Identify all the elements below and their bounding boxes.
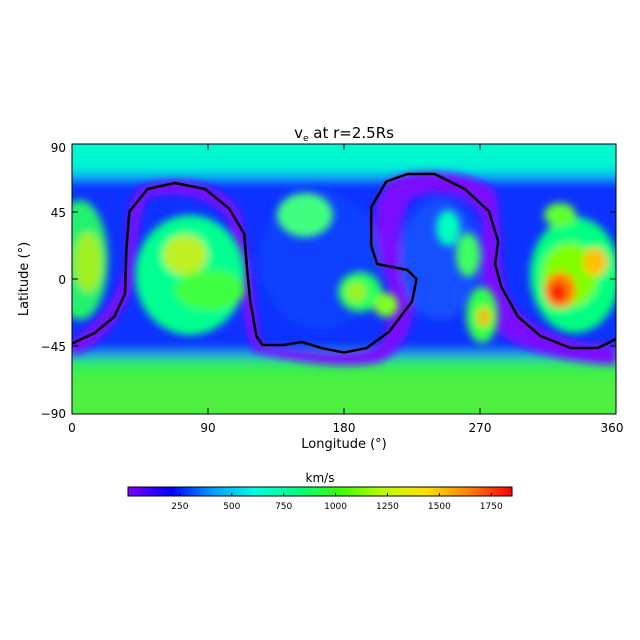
x-axis-label: Longitude (°): [301, 437, 386, 452]
x-tick-label: 180: [333, 421, 356, 435]
title-rest: at r=2.5Rs: [309, 124, 395, 142]
colorbar-tick-label: 1250: [376, 502, 399, 512]
tick-marks: [72, 144, 616, 414]
y-axis-label: Latitude (°): [17, 242, 32, 316]
y-tick-label: 0: [58, 273, 66, 287]
heatmap: [72, 144, 616, 414]
chart-title: ve at r=2.5Rs: [294, 124, 394, 144]
colorbar-label: km/s: [306, 471, 335, 485]
title-main: v: [294, 124, 303, 142]
colorbar-tick-label: 1750: [480, 502, 503, 512]
title-subscript: e: [303, 134, 309, 144]
colorbar-tick-label: 1000: [324, 502, 347, 512]
colorbar-ticks: 250 500 750 1000 1250 1500 1750: [171, 493, 503, 512]
neutral-line: [72, 172, 616, 354]
colorbar-tick-label: 250: [171, 502, 188, 512]
colorbar-tick-label: 750: [275, 502, 292, 512]
y-tick-label: 90: [51, 141, 66, 155]
x-tick-label: 90: [200, 421, 215, 435]
y-tick-label: −45: [41, 340, 66, 354]
y-tick-label: −90: [41, 407, 66, 421]
colorbar-tick-label: 1500: [428, 502, 451, 512]
x-tick-label: 360: [601, 421, 624, 435]
colorbar-tick-label: 500: [223, 502, 240, 512]
x-tick-label: 0: [68, 421, 76, 435]
colorbar: [127, 486, 513, 497]
x-tick-label: 270: [469, 421, 492, 435]
y-tick-label: 45: [51, 206, 66, 220]
